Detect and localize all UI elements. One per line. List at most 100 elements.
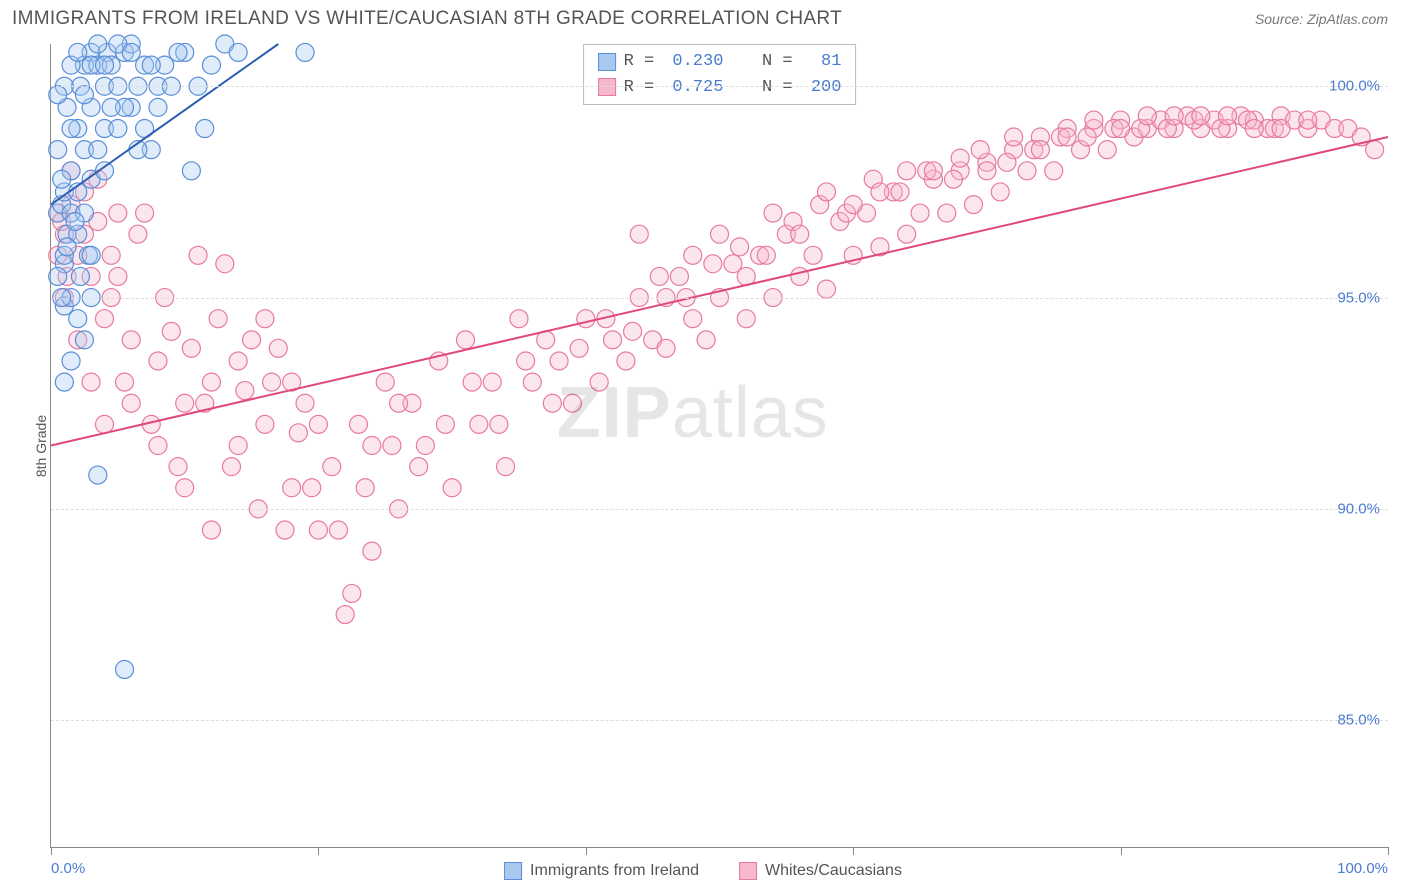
chart-plot-area: ZIPatlas R = 0.230 N = 81R = 0.725 N = 2… [50, 44, 1388, 848]
data-point [343, 584, 361, 602]
data-point [296, 43, 314, 61]
data-point [89, 466, 107, 484]
data-point [229, 43, 247, 61]
data-point [169, 43, 187, 61]
data-point [650, 267, 668, 285]
data-point [162, 322, 180, 340]
data-point [1045, 162, 1063, 180]
data-point [570, 339, 588, 357]
data-point [176, 394, 194, 412]
data-point [1078, 128, 1096, 146]
data-point [149, 437, 167, 455]
data-point [102, 246, 120, 264]
x-tick [853, 847, 854, 855]
data-point [410, 458, 428, 476]
data-point [791, 225, 809, 243]
data-point [844, 196, 862, 214]
data-point [129, 225, 147, 243]
data-point [82, 373, 100, 391]
data-point [122, 394, 140, 412]
data-point [436, 415, 454, 433]
data-point [523, 373, 541, 391]
y-tick-label: 85.0% [1337, 712, 1380, 729]
source-attribution: Source: ZipAtlas.com [1255, 11, 1388, 27]
data-point [543, 394, 561, 412]
data-point [978, 162, 996, 180]
data-point [323, 458, 341, 476]
data-point [71, 267, 89, 285]
header: IMMIGRANTS FROM IRELAND VS WHITE/CAUCASI… [0, 0, 1406, 40]
data-point [563, 394, 581, 412]
legend-r-label: R = [624, 49, 665, 75]
source-name: ZipAtlas.com [1307, 11, 1388, 27]
data-point [303, 479, 321, 497]
data-point [891, 183, 909, 201]
data-point [122, 43, 140, 61]
data-point [169, 458, 187, 476]
data-point [75, 331, 93, 349]
data-point [109, 267, 127, 285]
data-point [202, 521, 220, 539]
legend-row: R = 0.230 N = 81 [598, 49, 842, 75]
legend-swatch [504, 862, 522, 880]
series-legend: Immigrants from Ireland Whites/Caucasians [504, 862, 902, 880]
data-point [53, 170, 71, 188]
data-point [1031, 141, 1049, 159]
legend-swatch [598, 53, 616, 71]
legend-item: Whites/Caucasians [739, 862, 902, 880]
data-point [376, 373, 394, 391]
data-point [309, 521, 327, 539]
data-point [791, 267, 809, 285]
data-point [283, 479, 301, 497]
data-point [684, 246, 702, 264]
data-point [189, 246, 207, 264]
source-label: Source: [1255, 11, 1303, 27]
data-point [737, 310, 755, 328]
data-point [109, 204, 127, 222]
data-point [289, 424, 307, 442]
data-point [604, 331, 622, 349]
legend-r-label: R = [624, 75, 665, 101]
data-point [296, 394, 314, 412]
x-tick [1121, 847, 1122, 855]
legend-item: Immigrants from Ireland [504, 862, 699, 880]
data-point [95, 310, 113, 328]
legend-label: Immigrants from Ireland [530, 862, 699, 880]
x-tick [586, 847, 587, 855]
data-point [711, 225, 729, 243]
data-point [764, 204, 782, 222]
data-point [991, 183, 1009, 201]
data-point [82, 246, 100, 264]
data-point [390, 394, 408, 412]
data-point [89, 141, 107, 159]
data-point [196, 120, 214, 138]
data-point [965, 196, 983, 214]
data-point [456, 331, 474, 349]
data-point [1112, 120, 1130, 138]
gridline [51, 720, 1388, 721]
data-point [971, 141, 989, 159]
data-point [309, 415, 327, 433]
data-point [898, 225, 916, 243]
data-point [202, 56, 220, 74]
data-point [329, 521, 347, 539]
data-point [998, 153, 1016, 171]
data-point [55, 373, 73, 391]
data-point [1192, 107, 1210, 125]
legend-swatch [598, 78, 616, 96]
data-point [630, 225, 648, 243]
data-point [363, 542, 381, 560]
data-point [684, 310, 702, 328]
data-point [69, 43, 87, 61]
data-point [871, 183, 889, 201]
data-point [704, 255, 722, 273]
data-point [176, 479, 194, 497]
data-point [350, 415, 368, 433]
legend-r-value: 0.725 [672, 75, 723, 101]
correlation-legend: R = 0.230 N = 81R = 0.725 N = 200 [583, 44, 857, 105]
legend-r-value: 0.230 [672, 49, 723, 75]
data-point [243, 331, 261, 349]
data-point [62, 352, 80, 370]
data-point [483, 373, 501, 391]
x-axis-min-label: 0.0% [51, 860, 85, 877]
